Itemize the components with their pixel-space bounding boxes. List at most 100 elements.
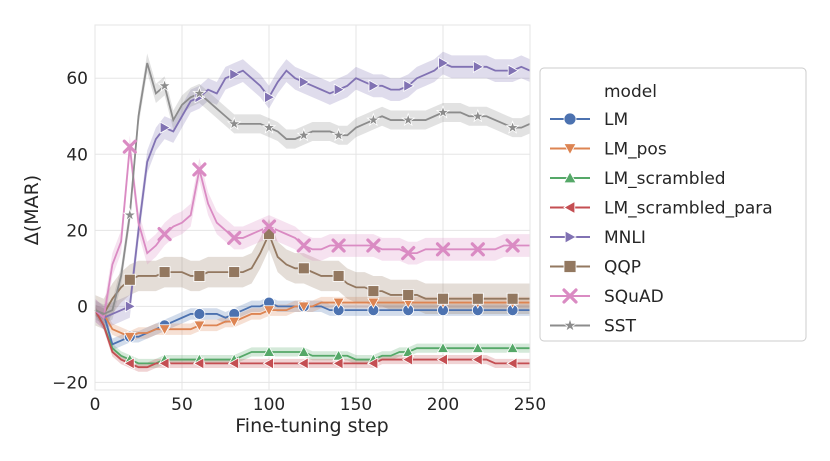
marker-sst [296,127,312,142]
marker-mnli [368,79,380,93]
marker-squad-stroke [296,238,311,253]
x-tick-label: 0 [90,395,101,415]
marker-lm-pos [228,316,241,328]
marker-squad [331,238,346,253]
legend-marker-lm [563,112,577,126]
y-axis-label: Δ(MAR) [21,175,43,245]
marker-lm-pos [297,301,310,313]
marker-lm-pos [332,297,345,309]
marker-mnli [229,68,241,81]
x-tick-label: 100 [253,395,285,415]
legend-marker-squad-stroke [562,288,578,304]
marker-squad [192,162,207,177]
legend-label-lm-scrambled-para: LM_scrambled_para [604,199,773,219]
marker-lm-scrambled-para [506,357,518,370]
marker-squad-stroke [470,242,485,257]
marker-mnli [438,56,450,70]
y-tick-label: 20 [66,221,88,241]
legend-label-lm-scrambled: LM_scrambled [604,169,726,189]
marker-sst [505,120,520,134]
marker-squad [261,219,277,234]
marker-sst [122,207,138,222]
marker-qqp [471,292,484,305]
marker-mnli [472,60,485,74]
marker-squad [505,238,520,253]
band-qqp [95,218,530,330]
legend-label-lm-pos: LM_pos [604,140,667,160]
marker-sst [470,108,486,123]
legend-marker-lm-scrambled [563,171,577,184]
legend-marker-lm-scrambled-para [563,200,576,215]
marker-qqp [332,270,345,282]
marker-qqp [158,266,171,279]
marker-lm-pos [123,331,136,344]
y-tick-label: 40 [66,145,88,165]
marker-lm-scrambled [436,341,450,353]
marker-qqp [367,285,380,298]
marker-lm-pos [262,305,276,317]
marker-lm-scrambled-para [123,357,135,370]
marker-qqp [193,270,206,282]
plot-frame [94,24,531,391]
marker-squad [296,238,311,253]
band-sst [95,53,530,324]
x-tick-label: 50 [171,395,193,415]
line-sst [94,62,531,315]
marker-sst [366,112,381,127]
legend-label-lm: LM [604,110,628,130]
marker-squad [435,242,451,257]
marker-lm [193,308,206,320]
x-tick-label: 200 [427,395,459,415]
marker-lm-scrambled-para [471,353,483,366]
x-tick-label: 150 [340,395,372,415]
x-axis-label: Fine-tuning step [235,415,388,437]
marker-squad-stroke [261,219,277,234]
marker-squad-stroke [122,139,137,154]
marker-mnli [507,64,519,77]
band-lm-pos [95,296,530,343]
legend-label-mnli: MNLI [604,228,646,248]
marker-lm-scrambled [262,345,276,357]
marker-mnli [298,75,311,89]
series-markers [122,56,520,370]
marker-squad [401,246,416,261]
marker-lm-scrambled-para [227,357,240,370]
marker-lm-scrambled-para [193,357,205,370]
band-lm-scrambled-para [95,305,530,372]
legend-box [539,67,807,342]
legend-label-squad: SQuAD [604,287,664,307]
marker-lm-scrambled-para [367,357,379,370]
marker-lm-scrambled-para [158,357,170,370]
marker-lm-scrambled [471,341,484,353]
marker-mnli [403,79,415,93]
marker-lm-pos [193,320,206,332]
marker-mnli [333,83,345,96]
marker-squad-stroke [192,162,207,177]
marker-mnli [264,91,276,104]
marker-squad-stroke [157,227,172,242]
marker-qqp [297,262,310,275]
marker-qqp [123,273,136,286]
marker-lm-pos [158,324,171,336]
marker-sst [435,104,451,119]
marker-qqp [402,289,415,301]
marker-squad-stroke [435,242,451,257]
marker-sst [331,127,346,142]
legend-label-sst: SST [604,317,637,337]
legend-marker-lm-pos [563,143,577,156]
marker-mnli [159,121,171,134]
marker-lm-scrambled-para [332,357,344,370]
marker-sst [157,78,172,92]
y-tick-label: −20 [52,373,88,393]
marker-squad [157,227,172,242]
legend-marker-sst [562,317,578,333]
marker-squad [366,238,381,253]
marker-squad-stroke [505,238,520,253]
marker-lm-scrambled-para [262,357,274,370]
legend: model LM LM_pos LM_scrambled LM_scrambled_p… [539,67,807,342]
band-lm-scrambled [95,305,530,368]
marker-squad [227,230,242,246]
marker-squad [122,139,137,154]
marker-squad-stroke [331,238,346,253]
